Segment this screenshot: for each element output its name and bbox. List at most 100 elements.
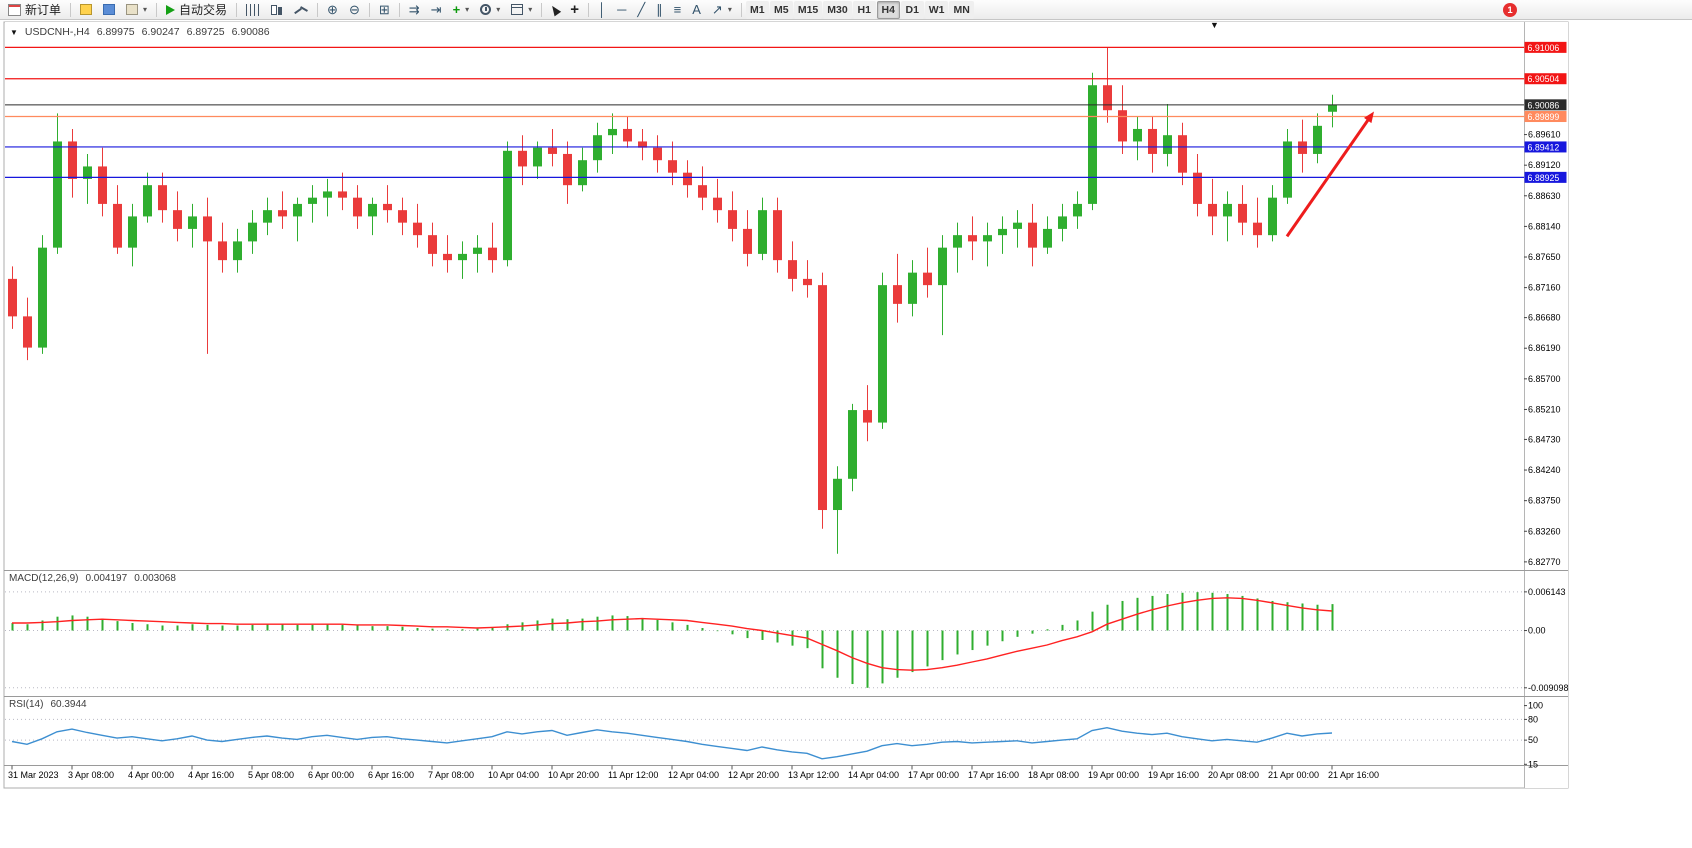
candle-body-down: [443, 253, 452, 261]
candle-body-up: [128, 216, 137, 248]
macd-panel[interactable]: [5, 572, 1524, 696]
market-watch-button[interactable]: [98, 1, 120, 19]
profiles-button[interactable]: ▾: [121, 1, 152, 19]
timeframe-button-h4[interactable]: H4: [876, 0, 900, 19]
candle-body-down: [113, 203, 122, 248]
candle-body-up: [1058, 216, 1067, 229]
timeframe-button-m1[interactable]: M1: [745, 0, 769, 19]
arrows-button[interactable]: ↗ ▾: [707, 1, 737, 19]
candlestick-chart-button[interactable]: [265, 1, 288, 19]
toolbar-separator: [541, 2, 543, 17]
price-axis-label: 6.88630: [1528, 191, 1561, 201]
profiles-icon: [126, 4, 139, 15]
auto-scroll-button[interactable]: ⇉: [404, 1, 425, 19]
macd-main-value: 0.004197: [85, 573, 128, 584]
chart-menu-triangle-icon[interactable]: ▼: [10, 28, 18, 37]
fibonacci-button[interactable]: ≡: [669, 1, 687, 19]
templates-button[interactable]: ▾: [506, 1, 537, 19]
indicators-button[interactable]: + ▾: [448, 1, 475, 19]
price-axis-label: 6.87160: [1528, 283, 1561, 293]
trendline-button[interactable]: ╱: [632, 1, 650, 19]
notification-badge[interactable]: 1: [1503, 3, 1517, 17]
candle-body-up: [368, 203, 377, 217]
price-axis-label: 6.83750: [1528, 496, 1561, 506]
timeframe-button-m30[interactable]: M30: [823, 0, 852, 19]
price-axis-label: 6.86190: [1528, 343, 1561, 353]
toolbar-separator: [317, 2, 319, 17]
equidistant-channel-button[interactable]: ∥: [651, 1, 668, 19]
tile-windows-button[interactable]: ⊞: [374, 1, 395, 19]
time-axis-label: 20 Apr 08:00: [1208, 770, 1259, 780]
horizontal-line-button[interactable]: ─: [612, 1, 631, 19]
price-axis-label: 6.89610: [1528, 130, 1561, 140]
dropdown-caret-icon: ▾: [143, 5, 148, 14]
crosshair-icon: +: [570, 1, 579, 18]
vertical-line-button[interactable]: │: [593, 1, 611, 19]
candle-body-down: [728, 210, 737, 229]
trend-arrow-head: [1364, 111, 1374, 124]
candle-body-up: [1268, 197, 1277, 236]
time-axis-label: 19 Apr 00:00: [1088, 770, 1139, 780]
toolbar-separator: [70, 2, 72, 17]
zoom-in-button[interactable]: ⊕: [322, 1, 343, 19]
zoom-out-button[interactable]: ⊖: [344, 1, 365, 19]
candle-body-up: [248, 222, 257, 242]
candle-body-up: [878, 285, 887, 423]
price-tag: [1524, 111, 1567, 123]
timeframe-button-m15[interactable]: M15: [793, 0, 823, 19]
time-axis-label: 13 Apr 12:00: [788, 770, 839, 780]
toolbar-separator: [587, 2, 589, 17]
auto-trading-button[interactable]: 自动交易: [161, 1, 232, 19]
new-order-button[interactable]: 新订单: [3, 1, 66, 19]
candle-body-down: [1178, 135, 1187, 173]
trend-arrow[interactable]: [1285, 117, 1371, 238]
chart-shift-marker-icon[interactable]: ▼: [1210, 20, 1219, 30]
line-chart-icon: [294, 4, 308, 16]
dropdown-caret-icon: ▾: [727, 5, 732, 14]
candle-body-up: [38, 247, 47, 348]
toolbar-separator: [398, 2, 400, 17]
zoom-in-icon: ⊕: [327, 2, 338, 17]
text-button[interactable]: A: [687, 1, 706, 19]
metaeditor-button[interactable]: [75, 1, 97, 19]
candle-body-down: [548, 147, 557, 154]
price-axis-label: 6.87650: [1528, 252, 1561, 262]
timeframe-button-m5[interactable]: M5: [769, 0, 793, 19]
price-axis-label: 6.82770: [1528, 557, 1561, 567]
time-axis-label: 6 Apr 00:00: [308, 770, 354, 780]
candle-body-up: [938, 247, 947, 286]
rsi-axis-label: 80: [1528, 714, 1538, 724]
chart-shift-button[interactable]: ⇥: [426, 1, 447, 19]
candle-body-down: [98, 166, 107, 204]
time-axis-label: 12 Apr 20:00: [728, 770, 779, 780]
zoom-out-icon: ⊖: [348, 2, 360, 17]
candle-body-down: [8, 278, 17, 317]
candle-body-up: [608, 128, 617, 136]
periods-button[interactable]: ▾: [475, 1, 505, 19]
ohlc-close: 6.90086: [231, 26, 270, 38]
timeframe-button-h1[interactable]: H1: [852, 0, 876, 19]
candle-body-down: [653, 147, 662, 161]
bar-chart-button[interactable]: [241, 1, 264, 19]
candle-body-down: [1193, 172, 1202, 204]
ohlc-low: 6.89725: [186, 26, 225, 38]
rsi-panel[interactable]: [5, 698, 1524, 765]
candle-body-up: [473, 247, 482, 254]
cursor-button[interactable]: [546, 1, 564, 19]
time-axis[interactable]: [5, 766, 1524, 787]
crosshair-button[interactable]: +: [565, 1, 584, 19]
candle-body-down: [713, 197, 722, 211]
price-tag-label: 6.90086: [1528, 100, 1560, 110]
rsi-axis-label: 100: [1528, 701, 1543, 711]
timeframe-button-w1[interactable]: W1: [924, 0, 949, 19]
candle-body-up: [308, 197, 317, 204]
candle-body-up: [263, 210, 272, 223]
candle-body-down: [818, 285, 827, 511]
candle-body-down: [428, 235, 437, 254]
text-icon: A: [692, 2, 701, 17]
line-chart-button[interactable]: [289, 1, 313, 19]
main-chart-plot[interactable]: [5, 22, 1524, 570]
timeframe-button-d1[interactable]: D1: [900, 0, 924, 19]
timeframe-button-mn[interactable]: MN: [949, 0, 974, 19]
